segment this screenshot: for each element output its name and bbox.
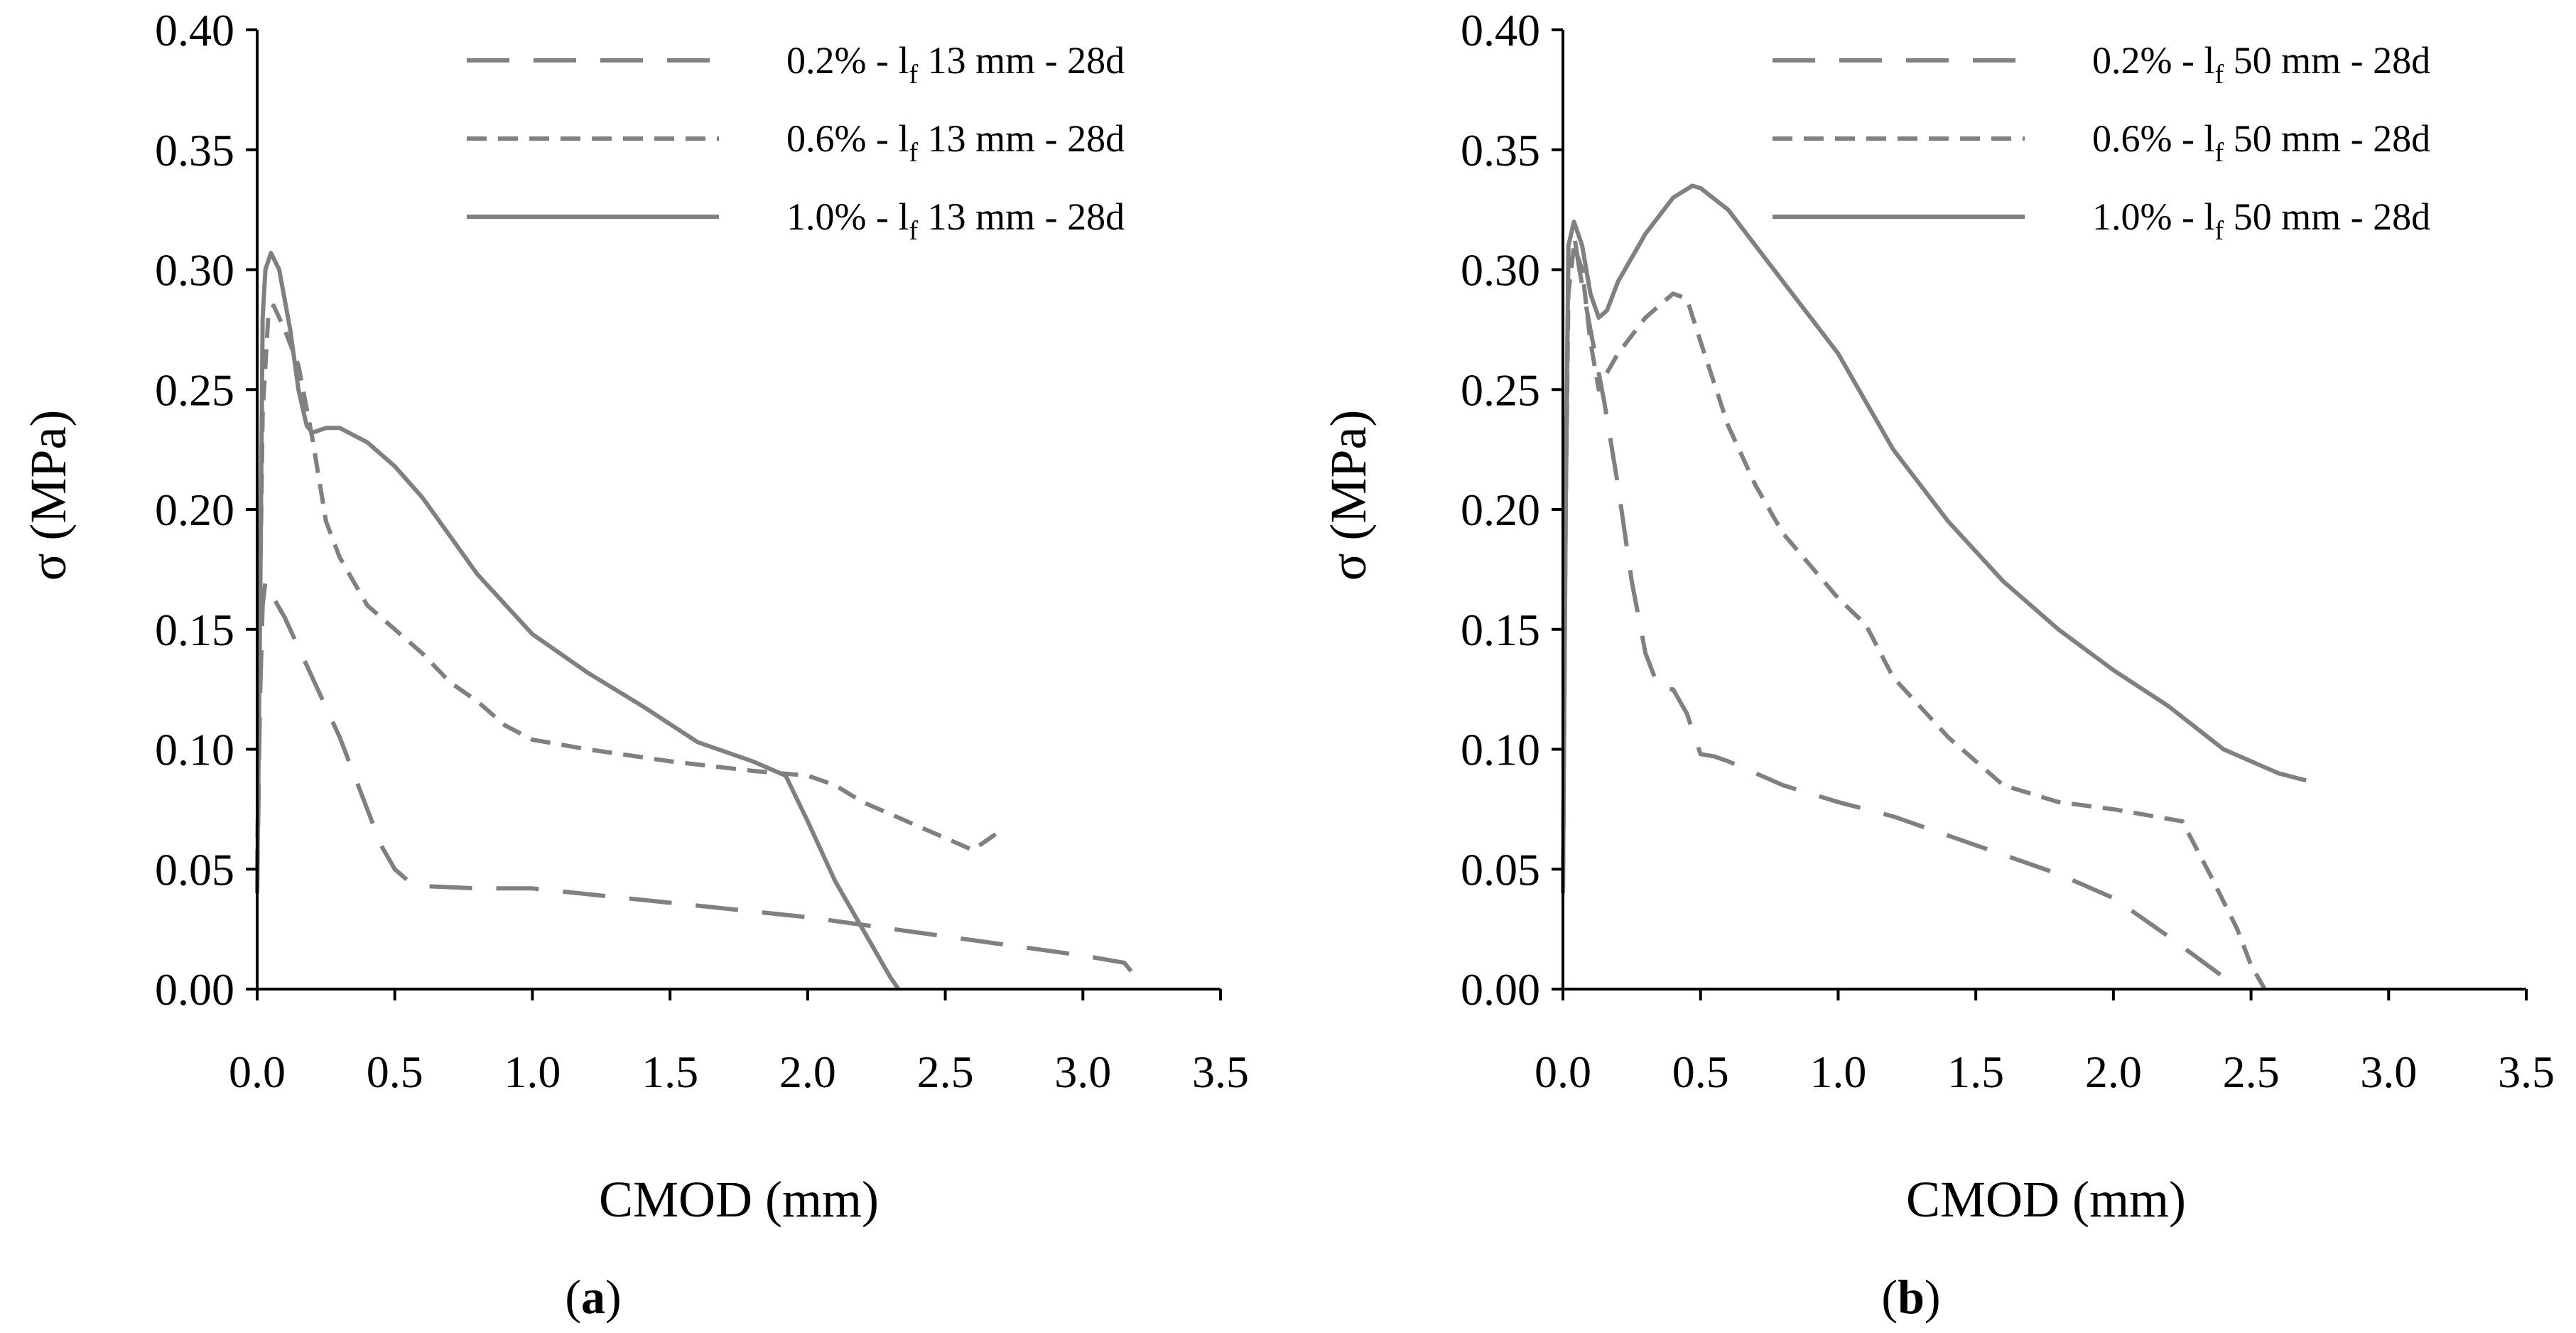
y-tick-label-b: 0.15 (1461, 605, 1540, 655)
y-tick-label-b: 0.30 (1461, 245, 1540, 296)
y-tick-label-a: 0.20 (155, 485, 234, 535)
y-axis-title-a: σ (MPa) (20, 410, 77, 581)
x-axis-title-a: CMOD (mm) (599, 1171, 879, 1228)
series-line-a-1 (255, 579, 1146, 991)
x-tick-label-b: 2.5 (2223, 1047, 2280, 1097)
panel-caption-b: (b) (1881, 1270, 1940, 1324)
x-tick-label-a: 1.5 (642, 1047, 698, 1097)
legend-label-a-2: 0.6% - lf 13 mm - 28d (786, 117, 1125, 168)
y-tick-label-a: 0.30 (155, 245, 234, 296)
y-axis-title-b: σ (MPa) (1320, 410, 1377, 581)
y-tick-label-b: 0.00 (1461, 964, 1540, 1015)
series-line-b-1 (1561, 231, 2239, 991)
x-tick-label-a: 2.0 (779, 1047, 836, 1097)
y-tick-label-b: 0.20 (1461, 485, 1540, 535)
y-tick-label-b: 0.25 (1461, 365, 1540, 415)
chart-panel-a: 0.00 0.05 0.10 0.15 0.20 0.25 0.30 0.35 0.40 0.0 0… (20, 5, 1249, 1324)
y-tick-label-a: 0.40 (155, 5, 234, 55)
series-line-a-3 (255, 250, 901, 991)
series-line-b-2 (1561, 243, 2267, 991)
x-tick-label-a: 3.5 (1192, 1047, 1249, 1097)
legend-label-b-3: 1.0% - lf 50 mm - 28d (2092, 195, 2430, 246)
y-tick-label-a: 0.05 (155, 844, 234, 895)
y-tick-label-a: 0.35 (155, 125, 234, 176)
x-tick-label-a: 3.0 (1054, 1047, 1111, 1097)
y-tick-label-a: 0.10 (155, 725, 234, 775)
y-tick-label-b: 0.35 (1461, 125, 1540, 176)
series-line-b-3 (1561, 183, 2307, 894)
y-tick-label-b: 0.05 (1461, 844, 1540, 895)
y-tick-label-a: 0.00 (155, 964, 234, 1015)
x-tick-label-b: 1.0 (1809, 1047, 1866, 1097)
x-tick-label-b: 3.5 (2498, 1047, 2555, 1097)
x-axis-title-b: CMOD (mm) (1906, 1171, 2186, 1228)
x-tick-label-a: 2.5 (917, 1047, 974, 1097)
x-tick-label-b: 2.0 (2085, 1047, 2142, 1097)
chart-panel-b: 0.00 0.05 0.10 0.15 0.20 0.25 0.30 0.35 0.40 0.0 0… (1320, 5, 2555, 1324)
y-tick-label-b: 0.40 (1461, 5, 1540, 55)
x-tick-label-b: 0.0 (1535, 1047, 1591, 1097)
legend-label-b-2: 0.6% - lf 50 mm - 28d (2092, 117, 2430, 168)
x-tick-label-a: 0.5 (367, 1047, 423, 1097)
series-line-a-2 (255, 303, 1002, 870)
y-tick-label-a: 0.15 (155, 605, 234, 655)
x-tick-label-a: 1.0 (504, 1047, 561, 1097)
panel-caption-a: (a) (565, 1270, 621, 1324)
y-tick-label-a: 0.25 (155, 365, 234, 415)
x-tick-label-b: 3.0 (2360, 1047, 2417, 1097)
x-tick-label-b: 0.5 (1672, 1047, 1729, 1097)
x-tick-label-b: 1.5 (1947, 1047, 2004, 1097)
x-tick-label-a: 0.0 (229, 1047, 286, 1097)
legend-label-a-1: 0.2% - lf 13 mm - 28d (786, 39, 1125, 90)
y-tick-label-b: 0.10 (1461, 725, 1540, 775)
legend-label-a-3: 1.0% - lf 13 mm - 28d (786, 195, 1125, 246)
legend-label-b-1: 0.2% - lf 50 mm - 28d (2092, 39, 2430, 90)
